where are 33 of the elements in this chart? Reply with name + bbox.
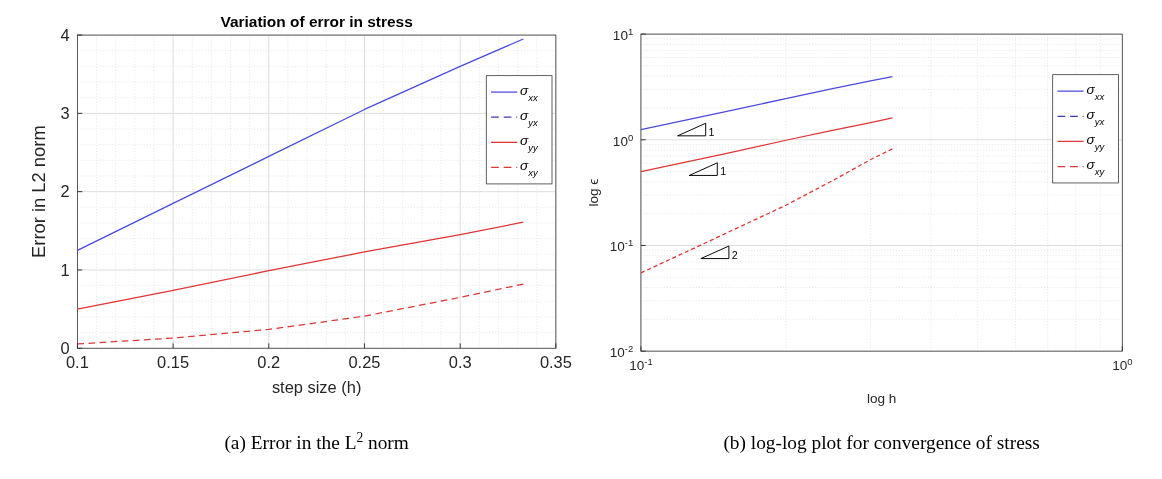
legend-label: σ$_{yy}$ xyxy=(1086,132,1106,152)
y-tick-label: 2 xyxy=(60,182,70,201)
chart-title: Variation of error in stress xyxy=(220,13,413,31)
x-tick-label: 0.3 xyxy=(448,352,472,371)
legend-label: σ$_{xy}$ xyxy=(520,158,539,178)
legend-label: σ$_{xx}$ xyxy=(1086,82,1106,102)
legend-label: σ$_{yy}$ xyxy=(520,133,539,153)
line-series xyxy=(77,221,524,310)
y-tick-label: 1 xyxy=(60,260,70,279)
text: (a) Error in the L$^{2}$ norm xyxy=(224,429,409,454)
y-tick-label: 10$^{-1}$ xyxy=(609,236,634,255)
legend-label: σ$_{yx}$ xyxy=(1086,107,1106,127)
legend-label: σ$_{xy}$ xyxy=(1086,157,1106,177)
x-tick-label: 0.25 xyxy=(348,352,381,371)
annotation: 1 xyxy=(720,165,727,178)
y-tick-label: 10$^{0}$ xyxy=(612,131,634,149)
x-axis-title: step size (h) xyxy=(271,377,362,396)
y-tick-label: 4 xyxy=(60,25,70,44)
x-tick-label: 10$^{0}$ xyxy=(1112,355,1133,374)
legend-label: σ$_{yx}$ xyxy=(520,108,539,128)
x-tick-label: 0.15 xyxy=(157,352,190,371)
text: (b) log-log plot for convergence of stress xyxy=(723,431,1040,454)
annotation: 2 xyxy=(731,248,738,261)
line-series xyxy=(77,283,524,345)
legend-label: σ$_{xx}$ xyxy=(520,82,539,103)
x-tick-label: 0.2 xyxy=(257,352,281,371)
x-axis-title: log h xyxy=(866,391,897,407)
x-tick-label: 0.35 xyxy=(539,352,572,371)
y-axis-title: Error in L2 norm xyxy=(27,125,49,258)
y-axis-title: log ϵ xyxy=(586,178,602,207)
y-tick-label: 10$^{1}$ xyxy=(612,25,634,43)
y-tick-label: 3 xyxy=(60,104,70,123)
annotation: 1 xyxy=(708,125,715,138)
